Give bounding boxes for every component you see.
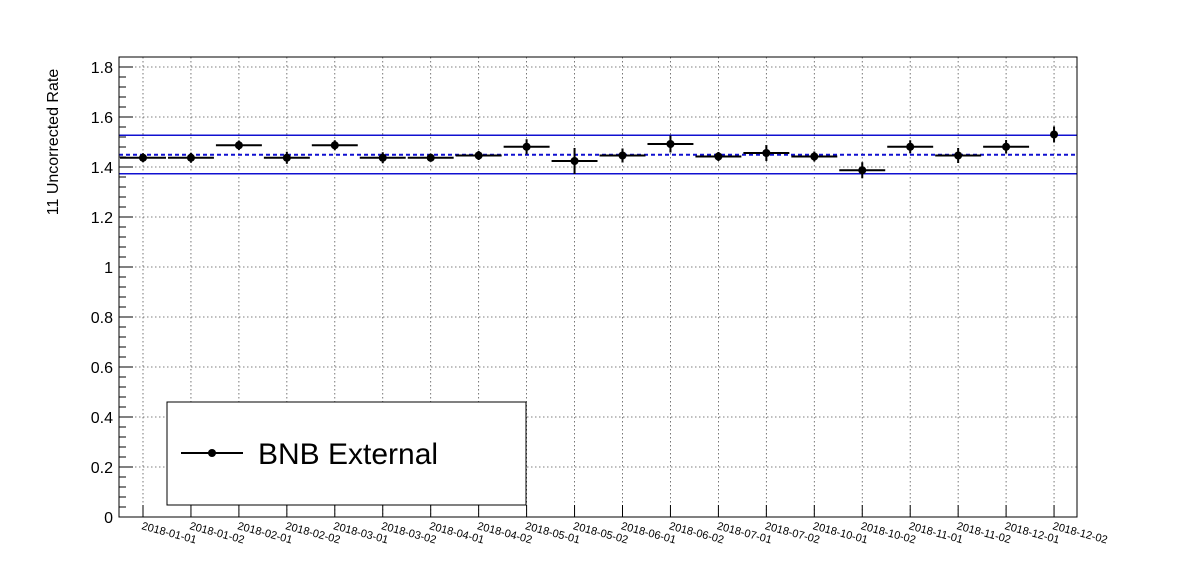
x-tick-label: 2018-01-01: [140, 520, 197, 546]
data-point: [906, 142, 915, 151]
x-tick-label: 2018-12-01: [1003, 520, 1060, 546]
x-tick-label: 2018-07-01: [716, 520, 773, 546]
x-tick-label: 2018-02-02: [284, 520, 341, 546]
x-tick-label: 2018-07-02: [764, 520, 821, 546]
x-tick-label: 2018-05-02: [572, 520, 629, 546]
x-tick-label: 2018-04-02: [476, 520, 533, 546]
data-point: [666, 140, 675, 148]
data-point: [954, 151, 963, 160]
x-tick-label: 2018-10-02: [859, 520, 916, 546]
x-tick-label: 2018-11-01: [907, 520, 964, 546]
y-tick-label: 0.6: [91, 360, 113, 377]
x-tick-label: 2018-11-02: [955, 520, 1012, 546]
y-axis-label: 11 Uncorrected Rate: [45, 69, 62, 216]
reference-lines: [119, 134, 1077, 175]
legend: BNB External: [166, 401, 527, 506]
y-tick-label: 0.8: [91, 310, 113, 327]
data-point: [186, 153, 195, 162]
x-tick-label: 2018-03-02: [380, 520, 437, 546]
data-point: [474, 151, 483, 160]
x-tick-label: 2018-01-02: [188, 520, 245, 546]
data-point: [282, 153, 291, 162]
data-point: [858, 166, 867, 175]
x-tick-label: 2018-06-02: [668, 520, 725, 546]
x-tick-label: 2018-02-01: [236, 520, 293, 546]
data-points: [120, 126, 1059, 179]
data-point: [618, 151, 627, 160]
data-point: [234, 141, 243, 150]
y-tick-label: 1.6: [91, 110, 113, 127]
data-point: [1050, 130, 1059, 139]
data-point: [714, 152, 723, 161]
data-point: [810, 152, 819, 161]
x-tick-label: 2018-06-01: [620, 520, 677, 546]
data-point: [1002, 142, 1011, 151]
data-point: [570, 157, 579, 165]
legend-label: BNB External: [258, 438, 438, 471]
y-tick-label: 1.4: [91, 160, 113, 177]
data-point: [139, 153, 147, 162]
data-point: [426, 153, 435, 162]
y-tick-label: 0.4: [91, 410, 113, 427]
data-point: [330, 141, 339, 150]
data-point: [762, 149, 771, 157]
y-tick-label: 0.2: [91, 460, 113, 477]
x-tick-label: 2018-05-01: [524, 520, 581, 546]
y-tick-label: 1: [104, 260, 113, 277]
x-tick-label: 2018-04-01: [428, 520, 485, 546]
y-tick-label: 1.8: [91, 60, 113, 77]
x-tick-label: 2018-03-01: [332, 520, 389, 546]
x-tick-label: 2018-12-02: [1051, 520, 1108, 546]
grid: [119, 57, 1077, 517]
data-point: [378, 153, 387, 162]
y-tick-label: 1.2: [91, 210, 113, 227]
legend-marker-dot: [208, 449, 216, 457]
y-tick-label: 0: [104, 510, 113, 527]
x-tick-label: 2018-10-01: [812, 520, 869, 546]
data-point: [522, 142, 531, 151]
